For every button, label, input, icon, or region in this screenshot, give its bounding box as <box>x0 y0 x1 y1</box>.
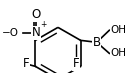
Text: +: + <box>40 20 46 29</box>
Text: N: N <box>32 26 41 39</box>
Text: OH: OH <box>110 25 126 35</box>
Text: F: F <box>73 57 79 70</box>
Text: OH: OH <box>110 48 126 58</box>
Text: −O: −O <box>2 28 19 38</box>
Text: B: B <box>93 36 101 49</box>
Text: F: F <box>23 57 30 70</box>
Text: O: O <box>31 8 41 21</box>
